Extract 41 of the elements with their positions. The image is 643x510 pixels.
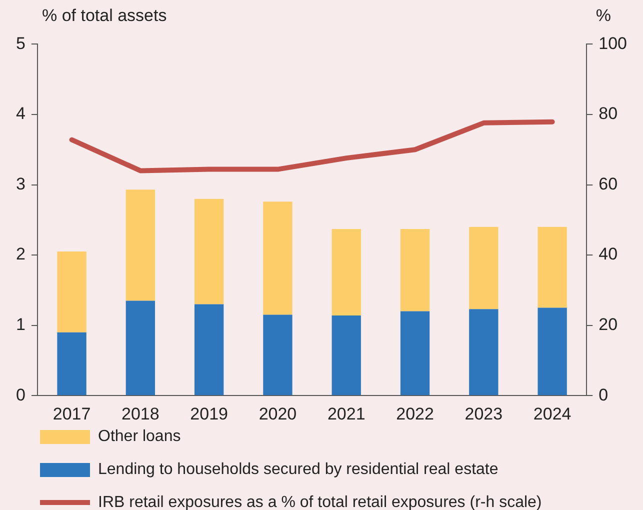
bar bbox=[57, 332, 86, 396]
y-tick-label: 3 bbox=[16, 174, 26, 194]
legend-label: IRB retail exposures as a % of total retail exposures (r-h scale) bbox=[98, 494, 542, 510]
x-tick-label: 2017 bbox=[52, 404, 91, 424]
bar bbox=[538, 308, 567, 396]
bar bbox=[332, 229, 361, 316]
y2-tick-label: 0 bbox=[598, 385, 608, 404]
y2-tick-label: 20 bbox=[598, 315, 618, 334]
bar bbox=[400, 311, 430, 396]
bar bbox=[469, 309, 498, 396]
x-tick-label: 2022 bbox=[396, 404, 434, 424]
bar bbox=[400, 229, 430, 312]
bar bbox=[126, 190, 156, 301]
x-tick-label: 2018 bbox=[122, 404, 160, 424]
bar bbox=[332, 315, 361, 396]
bar bbox=[469, 226, 498, 310]
x-tick-label: 2019 bbox=[190, 404, 228, 424]
legend-label: Other loans bbox=[98, 428, 181, 446]
bar bbox=[126, 300, 156, 396]
y-tick-label: 0 bbox=[16, 385, 26, 404]
y2-tick-label: 80 bbox=[598, 104, 618, 124]
bar bbox=[57, 252, 86, 332]
y2-tick-label: 100 bbox=[598, 34, 628, 53]
y-tick-label: 5 bbox=[16, 34, 26, 53]
y-tick-label: 1 bbox=[16, 315, 26, 334]
y-tick-label: 4 bbox=[16, 104, 26, 124]
x-tick-label: 2023 bbox=[464, 404, 503, 424]
x-tick-label: 2021 bbox=[327, 404, 366, 424]
bar bbox=[194, 304, 224, 396]
y2-tick-label: 40 bbox=[598, 244, 618, 264]
bar bbox=[263, 202, 292, 315]
x-tick-label: 2020 bbox=[258, 404, 297, 424]
bar bbox=[538, 226, 567, 308]
bar bbox=[194, 198, 224, 304]
y2-tick-label: 60 bbox=[598, 174, 618, 194]
x-tick-label: 2024 bbox=[533, 404, 572, 424]
y2-axis-title: % bbox=[596, 6, 611, 26]
legend-label: Lending to households secured by residential real estate bbox=[98, 460, 498, 478]
y-axis-title: % of total assets bbox=[42, 6, 167, 26]
bar bbox=[263, 314, 292, 396]
y-tick-label: 2 bbox=[16, 244, 26, 264]
